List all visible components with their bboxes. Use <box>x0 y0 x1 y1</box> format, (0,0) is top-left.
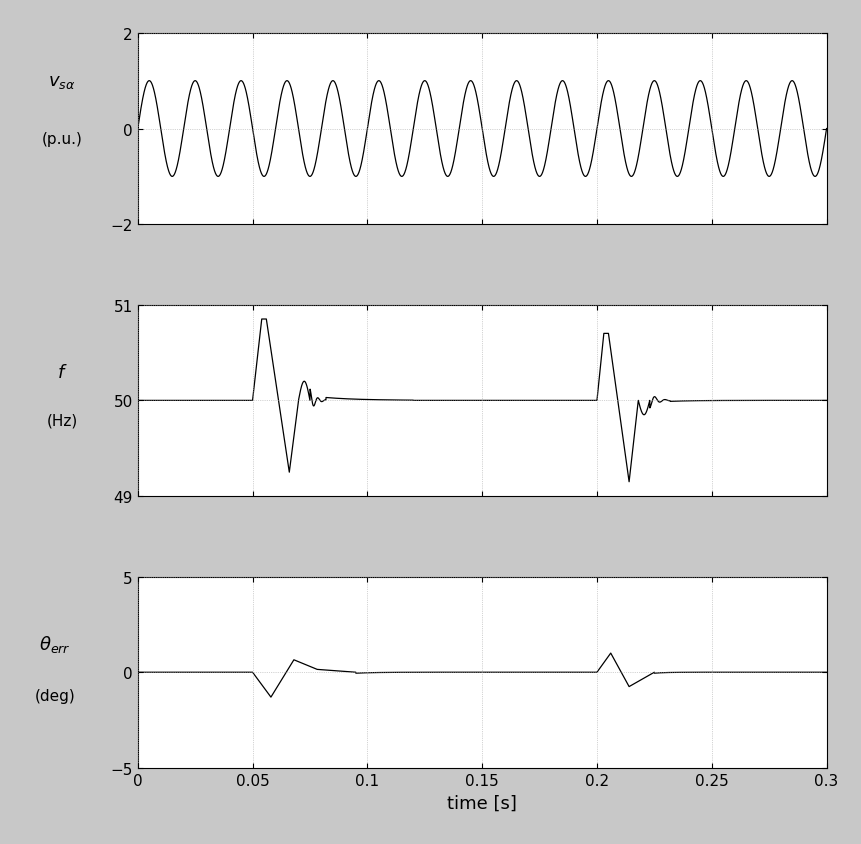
Text: (p.u.): (p.u.) <box>41 132 83 146</box>
Text: (Hz): (Hz) <box>46 413 77 428</box>
Text: $f$: $f$ <box>57 363 67 381</box>
X-axis label: time [s]: time [s] <box>447 793 517 811</box>
Text: $v_{s\alpha}$: $v_{s\alpha}$ <box>48 73 76 90</box>
Text: $\theta_{err}$: $\theta_{err}$ <box>40 633 71 654</box>
Text: (deg): (deg) <box>34 688 76 703</box>
